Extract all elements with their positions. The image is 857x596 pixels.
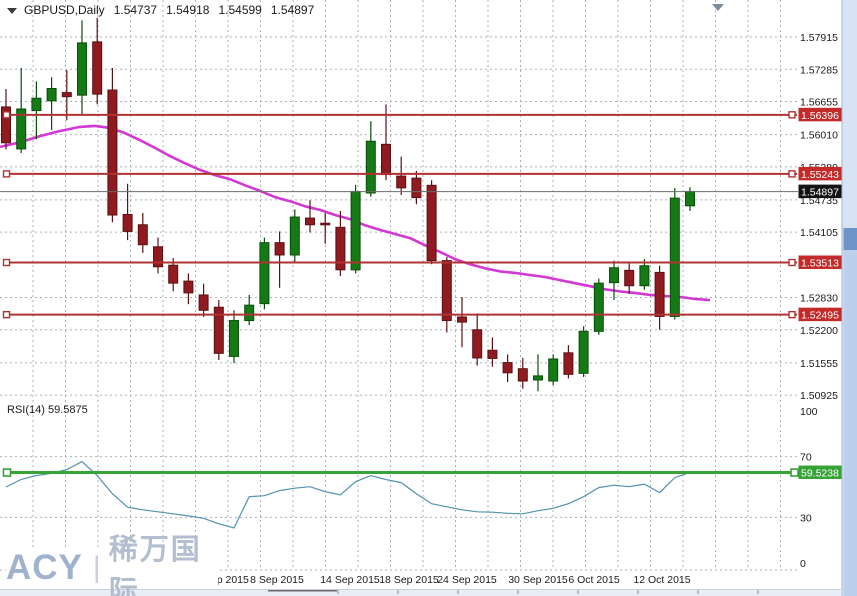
logo-acy-text: ACY <box>6 548 83 587</box>
price-line-badge <box>798 255 845 270</box>
support-resistance-lines[interactable] <box>2 111 797 319</box>
date-label: 8 Sep 2015 <box>250 574 304 586</box>
date-label: 24 Sep 2015 <box>437 574 497 586</box>
svg-text:1.53513: 1.53513 <box>801 258 839 270</box>
price-axis[interactable]: 1.579151.572851.566551.560101.553801.547… <box>798 32 845 402</box>
date-label: 14 Sep 2015 <box>320 574 380 586</box>
candles <box>1 17 695 392</box>
svg-text:30: 30 <box>800 512 812 524</box>
svg-text:1.52830: 1.52830 <box>800 293 838 305</box>
rsi-level-line[interactable] <box>2 468 799 477</box>
rsi-series <box>5 460 691 529</box>
current-price-badge <box>798 184 845 199</box>
symbol-dropdown-triangle-icon[interactable] <box>7 8 17 14</box>
svg-text:1.50925: 1.50925 <box>800 390 838 402</box>
svg-text:70: 70 <box>800 452 812 464</box>
broker-logo: ACY | 稀万国际 <box>6 534 218 596</box>
date-label: 30 Sep 2015 <box>508 574 568 586</box>
time-scale-strip[interactable] <box>0 589 841 596</box>
svg-text:1.55243: 1.55243 <box>801 169 839 181</box>
time-axis[interactable]: 2 Sep 2015 8 Sep 2015 14 Sep 2015 18 Sep 20… <box>195 574 691 586</box>
rsi-indicator-label: RSI(14) 59.5875 <box>7 404 88 416</box>
quote-low: 1.54599 <box>218 3 262 17</box>
svg-text:1.51555: 1.51555 <box>800 358 838 370</box>
svg-text:1.54105: 1.54105 <box>800 227 838 239</box>
rsi-axis[interactable]: 100 70 30 0 59.5238 <box>798 406 845 570</box>
svg-text:1.57915: 1.57915 <box>800 32 838 44</box>
price-line-badge <box>798 166 845 181</box>
svg-text:1.56396: 1.56396 <box>801 110 839 122</box>
vertical-scrollbar[interactable] <box>841 0 857 596</box>
svg-text:1.54897: 1.54897 <box>801 187 839 199</box>
svg-text:59.5238: 59.5238 <box>801 468 839 480</box>
date-label: 12 Oct 2015 <box>633 574 690 586</box>
svg-text:0: 0 <box>800 558 806 570</box>
vertical-scrollbar-thumb <box>843 228 857 596</box>
svg-text:1.57285: 1.57285 <box>800 64 838 76</box>
price-line-badge <box>798 107 845 122</box>
quote-close: 1.54897 <box>270 3 315 17</box>
logo-chinese-text: 稀万国际 <box>108 534 202 596</box>
date-label: 6 Oct 2015 <box>568 574 620 586</box>
quote-high: 1.54918 <box>166 3 210 17</box>
svg-text:1.56655: 1.56655 <box>800 97 838 109</box>
price-line-badge <box>798 307 845 322</box>
logo-separator: | <box>92 551 101 584</box>
svg-text:1.52200: 1.52200 <box>800 325 838 337</box>
svg-text:1.52495: 1.52495 <box>801 310 839 322</box>
symbol-period-label: GBPUSD,Daily <box>24 3 105 17</box>
auto-scroll-triangle-icon[interactable] <box>712 4 724 11</box>
rsi-name: RSI(14) <box>7 404 45 416</box>
date-label: 18 Sep 2015 <box>379 574 439 586</box>
quote-header: GBPUSD,Daily 1.54737 1.54918 1.54599 1.5… <box>5 3 323 17</box>
svg-text:1.56010: 1.56010 <box>800 130 838 142</box>
quote-open: 1.54737 <box>113 3 158 17</box>
svg-text:100: 100 <box>800 406 818 418</box>
rsi-line-badge <box>798 465 845 480</box>
rsi-value: 59.5875 <box>47 404 88 416</box>
